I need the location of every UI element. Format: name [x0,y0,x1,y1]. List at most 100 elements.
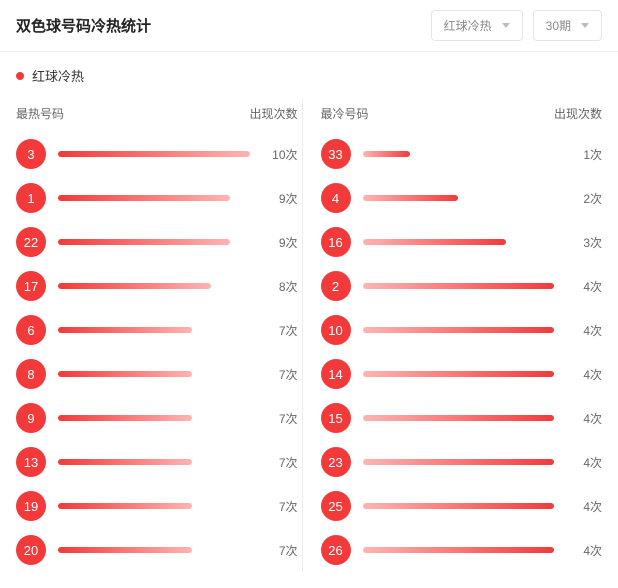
number-ball: 16 [321,227,351,257]
bar-track [58,547,250,553]
data-row: 33 1次 [321,132,603,176]
data-row: 3 10次 [16,132,298,176]
count-label: 7次 [262,542,298,559]
selector-ball-type[interactable]: 红球冷热 [431,10,523,41]
data-row: 26 4次 [321,528,603,572]
selector-period[interactable]: 30期 [533,10,602,41]
panel-cold-head: 最冷号码 出现次数 [321,99,603,132]
bar-fill [58,415,192,421]
bar-track [363,459,555,465]
red-dot-icon [16,72,24,80]
count-label: 9次 [262,190,298,207]
selector-period-label: 30期 [546,17,571,34]
data-row: 144次 [321,352,603,396]
data-row: 6 7次 [16,308,298,352]
number-ball: 25 [321,491,351,521]
data-row: 154次 [321,396,603,440]
count-label: 4次 [566,322,602,339]
data-row: 10 4次 [321,308,603,352]
count-label: 1次 [566,146,602,163]
number-ball: 17 [16,271,46,301]
bar-track [58,371,250,377]
chevron-down-icon [502,23,510,28]
panel-cold: 最冷号码 出现次数 331次42次163次24次104次144次154次234次… [302,99,603,572]
count-label: 9次 [262,234,298,251]
count-label: 2次 [566,190,602,207]
count-label: 7次 [262,410,298,427]
number-ball: 26 [321,535,351,565]
page-root: 双色球号码冷热统计 红球冷热 30期 红球冷热 最热号码 出现次数 3 10次 19… [0,0,618,588]
bar-track [363,371,555,377]
count-label: 7次 [262,498,298,515]
data-row: 234次 [321,440,603,484]
number-ball: 4 [321,183,351,213]
count-label: 10次 [262,146,298,163]
data-row: 229次 [16,220,298,264]
count-label: 4次 [566,410,602,427]
bar-track [58,195,250,201]
data-row: 97次 [16,396,298,440]
bar-track [58,283,250,289]
panel-cold-head-left: 最冷号码 [321,105,369,122]
number-ball: 3 [16,139,46,169]
bar-fill [363,327,555,333]
count-label: 4次 [566,542,602,559]
panel-hot: 最热号码 出现次数 310次19次229次178次67次87次97次137次19… [16,99,298,572]
bar-track [363,151,555,157]
bar-fill [58,195,230,201]
number-ball: 33 [321,139,351,169]
count-label: 8次 [262,278,298,295]
bar-fill [363,151,411,157]
data-row: 2 4次 [321,264,603,308]
bar-track [363,547,555,553]
chevron-down-icon [581,23,589,28]
panel-hot-head-right: 出现次数 [249,105,297,122]
count-label: 7次 [262,366,298,383]
bar-fill [363,459,555,465]
data-row: 137次 [16,440,298,484]
page-title: 双色球号码冷热统计 [16,15,151,36]
bar-fill [58,547,192,553]
bar-fill [363,503,555,509]
bar-fill [363,415,555,421]
bar-fill [363,371,555,377]
number-ball: 13 [16,447,46,477]
number-ball: 2 [321,271,351,301]
bar-track [363,503,555,509]
bar-track [58,239,250,245]
bar-fill [58,283,211,289]
count-label: 4次 [566,278,602,295]
count-label: 3次 [566,234,602,251]
subheader-title: 红球冷热 [32,66,84,85]
bar-track [363,327,555,333]
number-ball: 19 [16,491,46,521]
panels: 最热号码 出现次数 310次19次229次178次67次87次97次137次19… [0,91,618,588]
bar-track [363,415,555,421]
header-selectors: 红球冷热 30期 [431,10,602,41]
bar-track [58,503,250,509]
bar-track [58,151,250,157]
number-ball: 14 [321,359,351,389]
bar-fill [58,459,192,465]
data-row: 16 3次 [321,220,603,264]
bar-track [363,239,555,245]
header: 双色球号码冷热统计 红球冷热 30期 [0,0,618,52]
bar-fill [363,239,507,245]
data-row: 4 2次 [321,176,603,220]
bar-fill [58,239,230,245]
bar-track [58,415,250,421]
bar-track [363,195,555,201]
data-row: 19次 [16,176,298,220]
bar-track [363,283,555,289]
panel-cold-head-right: 出现次数 [554,105,602,122]
panel-hot-head-left: 最热号码 [16,105,64,122]
bar-fill [58,151,250,157]
number-ball: 10 [321,315,351,345]
data-row: 254次 [321,484,603,528]
number-ball: 20 [16,535,46,565]
count-label: 7次 [262,322,298,339]
bar-track [58,327,250,333]
bar-fill [363,547,555,553]
subheader: 红球冷热 [0,52,618,91]
number-ball: 6 [16,315,46,345]
